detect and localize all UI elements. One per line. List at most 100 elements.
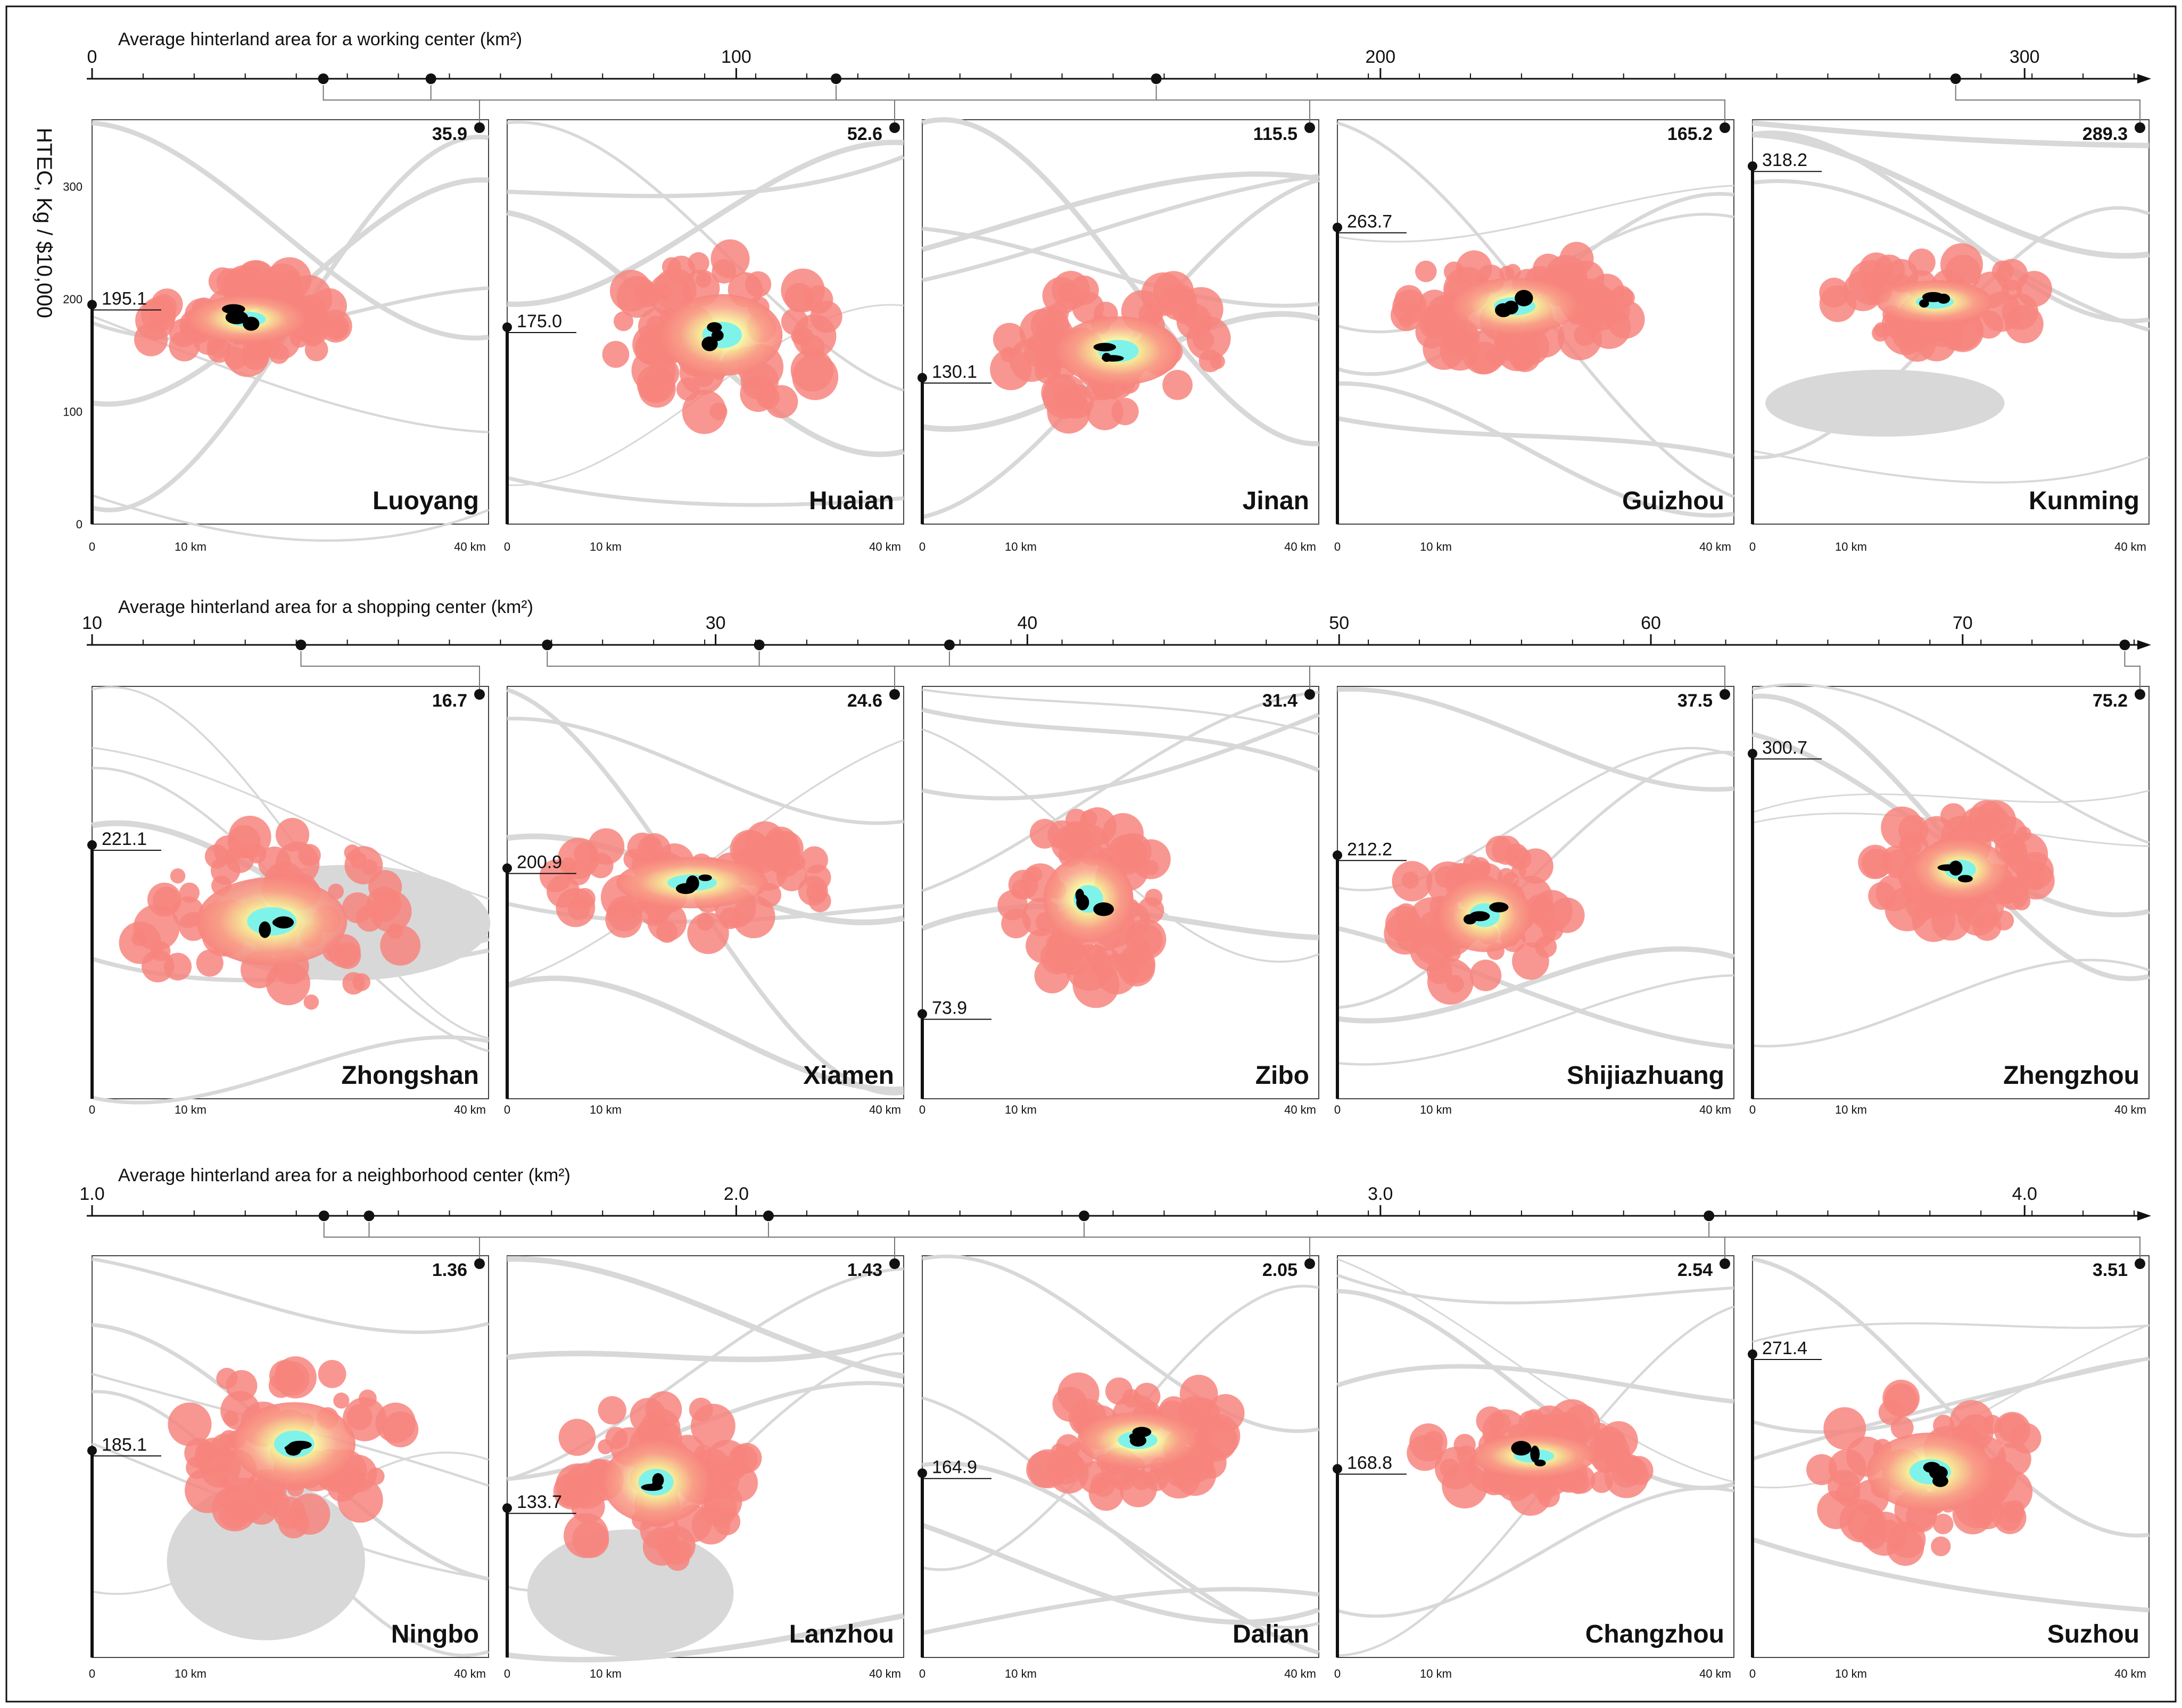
heat-patch (1537, 1484, 1560, 1507)
heat-patch (1512, 942, 1549, 980)
heat-patch (640, 371, 672, 403)
map-road (922, 689, 1319, 736)
heat-patch (1861, 848, 1891, 878)
core-center (698, 874, 712, 881)
axis-tick-label: 40 (1017, 613, 1037, 633)
axis-tick-label: 10 (82, 613, 102, 633)
map-road (922, 226, 1319, 308)
axis-connector (323, 85, 480, 122)
heat-patch (1819, 285, 1856, 322)
scale-end: 40 km (2114, 1103, 2146, 1116)
map-road (1752, 790, 2150, 814)
heat-patch (185, 1467, 230, 1513)
city-name: Jinan (1243, 487, 1309, 515)
map-road (1337, 1273, 1734, 1305)
htec-marker (1748, 161, 1757, 171)
hinterland-marker (889, 1258, 900, 1269)
heat-patch (791, 327, 808, 345)
hinterland-value: 1.36 (432, 1260, 467, 1280)
heat-patch (1931, 1536, 1951, 1556)
heat-map (1407, 1399, 1654, 1516)
htec-value: 175.0 (517, 311, 562, 331)
htec-marker (1333, 850, 1342, 860)
map-road (922, 173, 1319, 283)
map-road (507, 1256, 904, 1379)
heat-patch (1974, 800, 2016, 842)
panel-jinan: 130.1 115.5 Jinan 0 10 km 40 km (831, 73, 1320, 553)
core-center (1463, 914, 1477, 925)
core-center (1957, 875, 1973, 883)
heat-patch (382, 1411, 419, 1448)
heat-patch (196, 949, 224, 977)
htec-value: 212.2 (1347, 839, 1392, 859)
heat-patch (1971, 1496, 2004, 1530)
heat-map (990, 271, 1231, 434)
heat-patch (1399, 312, 1414, 328)
map-road (1337, 1289, 1735, 1490)
core-center (701, 336, 718, 352)
panel-zibo: 73.9 31.4 Zibo 0 10 km 40 km (754, 640, 1320, 1116)
axis-point (944, 640, 955, 650)
axis-connector (758, 651, 1310, 689)
scale-mid: 10 km (175, 1667, 206, 1680)
city-name: Changzhou (1585, 1620, 1724, 1648)
heat-patch (1823, 1407, 1866, 1450)
axis-point (318, 1210, 329, 1221)
hinterland-marker (1304, 122, 1315, 133)
heat-patch (759, 831, 801, 873)
heat-map (1819, 243, 2052, 362)
hinterland-value: 35.9 (432, 124, 467, 144)
axis-connector (948, 651, 1725, 689)
heat-patch (1873, 254, 1905, 286)
heat-patch (637, 333, 657, 352)
scale-mid: 10 km (1005, 1103, 1037, 1116)
axis-point (754, 640, 765, 650)
htec-value: 133.7 (517, 1492, 562, 1512)
heat-patch (367, 1467, 385, 1485)
map-road (1752, 683, 2150, 844)
map-road (1752, 179, 2150, 332)
heat-patch (342, 892, 373, 924)
heat-patch (131, 931, 147, 947)
heat-patch (380, 925, 421, 966)
hinterland-value: 2.54 (1677, 1260, 1713, 1280)
heat-patch (1940, 243, 1983, 286)
axis-tick-label: 1.0 (79, 1184, 104, 1204)
heat-patch (1899, 834, 1922, 857)
hinterland-marker (2135, 689, 2145, 700)
heat-patch (342, 1397, 387, 1441)
city-name: Zibo (1255, 1062, 1309, 1090)
scale-mid: 10 km (175, 1103, 206, 1116)
heat-patch (1171, 287, 1196, 313)
map-road (92, 1035, 489, 1105)
hinterland-value: 3.51 (2093, 1260, 2128, 1280)
heat-patch (805, 864, 831, 891)
heat-patch (1045, 936, 1082, 973)
axis-point (1950, 73, 1961, 84)
axis-point (1079, 1210, 1090, 1221)
city-name: Lanzhou (789, 1620, 894, 1648)
axis-connector (1084, 1222, 1725, 1258)
core-center (225, 310, 249, 325)
core-center (1919, 299, 1929, 308)
scale-end: 40 km (1284, 1667, 1316, 1680)
scale-mid: 10 km (1005, 1667, 1037, 1680)
scale-end: 40 km (869, 1667, 901, 1680)
panel-zhengzhou: 300.7 75.2 Zhengzhou 0 10 km 40 km (1748, 640, 2150, 1116)
scale-end: 40 km (454, 540, 486, 553)
city-name: Suzhou (2047, 1620, 2139, 1648)
htec-marker (87, 300, 97, 310)
heat-patch (1119, 1470, 1158, 1507)
htec-value: 130.1 (932, 362, 977, 382)
scale-start: 0 (89, 1667, 95, 1680)
heat-patch (1884, 1383, 1918, 1417)
hinterland-marker (474, 1258, 485, 1269)
map-road (922, 707, 1320, 773)
axis-tick-label: 0 (87, 47, 97, 67)
row-2: Average hinterland area for a neighborho… (79, 1165, 2151, 1680)
heat-patch (2028, 875, 2044, 891)
heat-patch (1394, 285, 1424, 314)
heat-patch (810, 301, 842, 333)
heat-patch (1606, 300, 1645, 339)
htec-marker (1748, 1349, 1757, 1359)
